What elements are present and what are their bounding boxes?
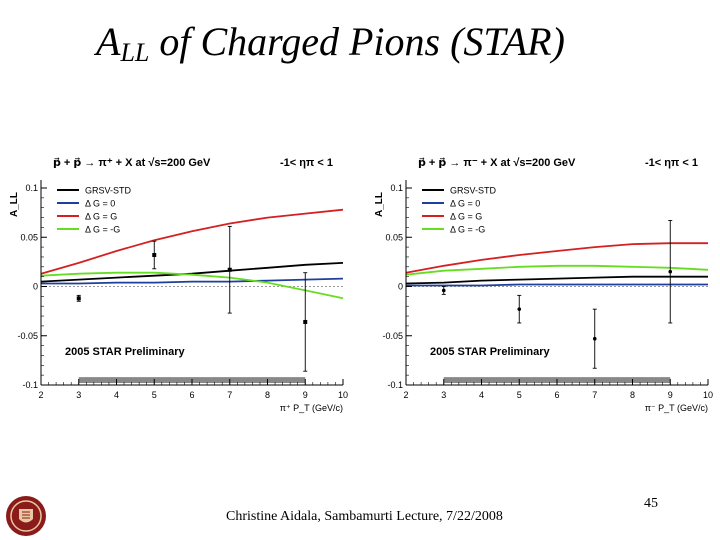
x-tick-label: 3 [441,390,446,400]
x-tick-label: 6 [189,390,194,400]
series-line [40,208,344,275]
x-tick-label: 10 [338,390,348,400]
university-seal-icon [6,496,46,536]
legend-label: Δ G = G [85,212,117,222]
y-tick-label: 0.1 [390,183,403,193]
title-subscript: LL [120,38,150,67]
series-line [405,242,708,274]
footer-credit: Christine Aidala, Sambamurti Lecture, 7/… [226,509,503,524]
y-tick-label: 0 [398,282,403,292]
legend-label: Δ G = -G [450,225,485,235]
legend-label: Δ G = G [450,212,482,222]
chart-title: p⃗ + p⃗ → π⁻ + X at √s=200 GeV [418,157,576,169]
y-tick-label: 0 [33,282,38,292]
x-tick-label: 9 [303,390,308,400]
x-tick-label: 4 [479,390,484,400]
x-tick-label: 3 [76,390,81,400]
chart-pi-plus: p⃗ + p⃗ → π⁺ + X at √s=200 GeV -1< ηπ < 1… [5,148,355,423]
y-tick-label: -0.1 [387,380,403,390]
x-tick-label: 2 [38,390,43,400]
legend-label: Δ G = 0 [450,199,480,209]
chart-pi-minus: p⃗ + p⃗ → π⁻ + X at √s=200 GeV -1< ηπ < 1… [370,148,720,423]
x-tick-label: 7 [592,390,597,400]
chart-pi-minus-svg: p⃗ + p⃗ → π⁻ + X at √s=200 GeV -1< ηπ < 1… [374,157,713,413]
x-tick-label: 7 [227,390,232,400]
chart-title: p⃗ + p⃗ → π⁺ + X at √s=200 GeV [53,157,211,169]
x-tick-label: 8 [265,390,270,400]
page-number: 45 [644,496,658,511]
series-line [405,264,709,276]
x-axis-label: π⁻ P_T (GeV/c) [645,403,708,413]
x-tick-label: 5 [152,390,157,400]
series-line [41,277,344,285]
x-tick-label: 2 [403,390,408,400]
x-tick-label: 6 [554,390,559,400]
x-tick-label: 10 [703,390,713,400]
y-tick-label: -0.05 [17,331,38,341]
x-tick-label: 8 [630,390,635,400]
slide-title: ALL of Charged Pions (STAR) [96,22,565,66]
y-tick-label: -0.05 [382,331,403,341]
chart-title-eta: -1< ηπ < 1 [645,157,698,169]
legend-label: Δ G = -G [85,225,120,235]
series-line [40,262,344,283]
legend-label: GRSV-STD [450,186,497,196]
series-line [40,271,344,300]
data-point [303,319,308,324]
data-point [227,267,232,272]
data-point [152,252,157,257]
data-point [76,296,81,301]
legend-label: GRSV-STD [85,186,132,196]
title-rest: of Charged Pions (STAR) [149,19,565,64]
x-tick-label: 9 [668,390,673,400]
legend-label: Δ G = 0 [85,199,115,209]
chart-pi-plus-svg: p⃗ + p⃗ → π⁺ + X at √s=200 GeV -1< ηπ < 1… [9,157,348,413]
x-axis-label: π⁺ P_T (GeV/c) [280,403,343,413]
data-point [668,269,673,274]
y-tick-label: -0.1 [22,380,38,390]
chart-title-eta: -1< ηπ < 1 [280,157,333,169]
preliminary-annotation: 2005 STAR Preliminary [430,346,551,358]
series-line [405,275,708,285]
data-point [592,336,597,341]
x-tick-label: 4 [114,390,119,400]
preliminary-annotation: 2005 STAR Preliminary [65,346,186,358]
y-axis-label: A_LL [9,192,20,217]
title-main: A [96,19,121,64]
series-line [406,283,708,287]
data-point [441,288,446,293]
data-point [517,307,522,311]
y-tick-label: 0.05 [385,232,403,242]
y-tick-label: 0.1 [25,183,38,193]
y-axis-label: A_LL [374,192,385,217]
y-tick-label: 0.05 [20,232,38,242]
x-tick-label: 5 [517,390,522,400]
